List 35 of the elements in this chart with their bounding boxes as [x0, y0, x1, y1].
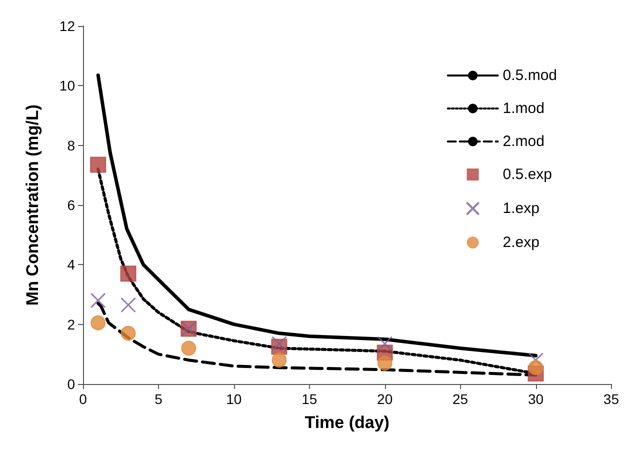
x-tick-label: 20 [377, 391, 393, 407]
y-tick-label: 12 [59, 18, 76, 34]
point [120, 266, 136, 282]
legend-label: 2.mod [502, 133, 545, 150]
point [90, 156, 106, 173]
point [528, 360, 544, 376]
y-tick-label: 2 [67, 316, 76, 332]
point [272, 352, 287, 368]
legend-label: 0.5.mod [502, 67, 558, 84]
point [181, 340, 196, 356]
legend-label: 1.exp [502, 200, 540, 217]
y-tick-label: 4 [67, 256, 76, 273]
x-tick-label: 30 [528, 391, 544, 407]
point [90, 315, 106, 330]
y-axis-title: Mn Concentration (mg/L) [23, 104, 42, 306]
point [377, 356, 392, 371]
point [271, 336, 287, 352]
y-tick-label: 10 [59, 78, 76, 94]
x-tick-label: 5 [154, 391, 163, 407]
point [120, 326, 136, 341]
point [377, 336, 393, 352]
x-tick-label: 10 [226, 391, 242, 407]
x-axis-title: Time (day) [304, 413, 390, 432]
x-tick-label: 15 [302, 391, 318, 407]
legend-label: 2.exp [502, 234, 540, 251]
y-tick-label: 8 [67, 137, 76, 154]
x-tick-label: 25 [452, 391, 468, 407]
y-tick-label: 0 [67, 376, 76, 392]
legend-label: 1.mod [502, 100, 545, 117]
legend-label: 0.5.exp [502, 166, 552, 183]
y-tick-label: 6 [67, 197, 76, 213]
x-tick-label: 0 [79, 391, 88, 407]
x-tick-label: 35 [603, 391, 620, 407]
point [90, 292, 106, 308]
point [120, 297, 136, 313]
